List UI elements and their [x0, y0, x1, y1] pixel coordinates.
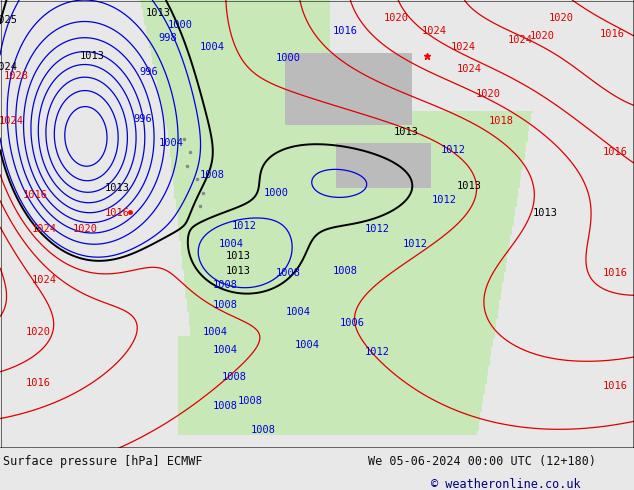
Text: 1020: 1020: [73, 223, 98, 234]
Text: 1000: 1000: [168, 20, 193, 30]
Text: 1020: 1020: [548, 13, 574, 23]
Text: 1008: 1008: [200, 170, 225, 180]
Text: 1024: 1024: [0, 62, 18, 72]
Text: 1004: 1004: [285, 307, 311, 317]
Text: 1004: 1004: [158, 139, 184, 148]
Text: 1000: 1000: [276, 53, 301, 63]
Text: 1024: 1024: [450, 42, 476, 52]
Text: 1016: 1016: [602, 147, 628, 157]
Text: 1013: 1013: [79, 51, 105, 61]
Text: 1024: 1024: [422, 26, 447, 36]
Text: 1016: 1016: [25, 378, 51, 389]
Text: 1013: 1013: [393, 127, 418, 137]
Text: © weatheronline.co.uk: © weatheronline.co.uk: [431, 478, 581, 490]
Text: 1008: 1008: [212, 280, 238, 290]
Text: 1013: 1013: [146, 8, 171, 19]
Text: 1012: 1012: [441, 145, 466, 155]
Text: 1020: 1020: [476, 89, 501, 99]
Text: 1024: 1024: [32, 275, 57, 285]
Text: 1028: 1028: [3, 71, 29, 81]
Text: 1008: 1008: [238, 396, 263, 406]
Text: 1012: 1012: [231, 221, 257, 231]
Text: 1020: 1020: [529, 31, 555, 41]
Text: 1008: 1008: [276, 269, 301, 278]
Text: 1012: 1012: [365, 347, 390, 357]
Text: 1008: 1008: [212, 401, 238, 411]
Text: 1020: 1020: [25, 327, 51, 337]
Text: 1008: 1008: [333, 266, 358, 276]
Text: 1013: 1013: [533, 208, 558, 218]
Text: 1016: 1016: [105, 208, 130, 218]
Text: 1024: 1024: [456, 65, 482, 74]
Text: 1004: 1004: [212, 344, 238, 355]
Text: 1000: 1000: [263, 188, 288, 198]
Text: 1012: 1012: [403, 239, 428, 249]
Text: 998: 998: [158, 33, 178, 43]
Text: 1012: 1012: [365, 223, 390, 234]
Text: 1024: 1024: [32, 223, 57, 234]
Text: 1012: 1012: [431, 195, 456, 204]
Text: 996: 996: [139, 67, 158, 77]
Text: 1004: 1004: [219, 239, 244, 249]
Text: 1004: 1004: [295, 340, 320, 350]
Text: 1006: 1006: [339, 318, 365, 328]
Text: 1018: 1018: [488, 116, 514, 126]
Text: 1008: 1008: [212, 300, 238, 310]
Text: 1020: 1020: [384, 13, 409, 23]
Text: 1024: 1024: [507, 35, 533, 46]
Text: 1024: 1024: [0, 116, 24, 126]
Text: 1016: 1016: [602, 269, 628, 278]
Text: Surface pressure [hPa] ECMWF: Surface pressure [hPa] ECMWF: [3, 455, 203, 468]
Text: 996: 996: [133, 114, 152, 124]
Text: 1008: 1008: [222, 371, 247, 382]
Text: 1016: 1016: [22, 190, 48, 200]
Text: 1016: 1016: [602, 381, 628, 391]
Text: 1004: 1004: [203, 327, 228, 337]
Text: 1008: 1008: [250, 425, 276, 436]
Text: We 05-06-2024 00:00 UTC (12+180): We 05-06-2024 00:00 UTC (12+180): [368, 455, 596, 468]
Text: 1004: 1004: [200, 42, 225, 52]
Text: 1016: 1016: [599, 28, 624, 39]
Text: 1016: 1016: [333, 26, 358, 36]
Text: 1025: 1025: [0, 15, 18, 25]
Text: 1013: 1013: [105, 183, 130, 194]
Text: 1013: 1013: [225, 250, 250, 261]
Text: 1013: 1013: [456, 181, 482, 191]
Text: 1013: 1013: [225, 266, 250, 276]
